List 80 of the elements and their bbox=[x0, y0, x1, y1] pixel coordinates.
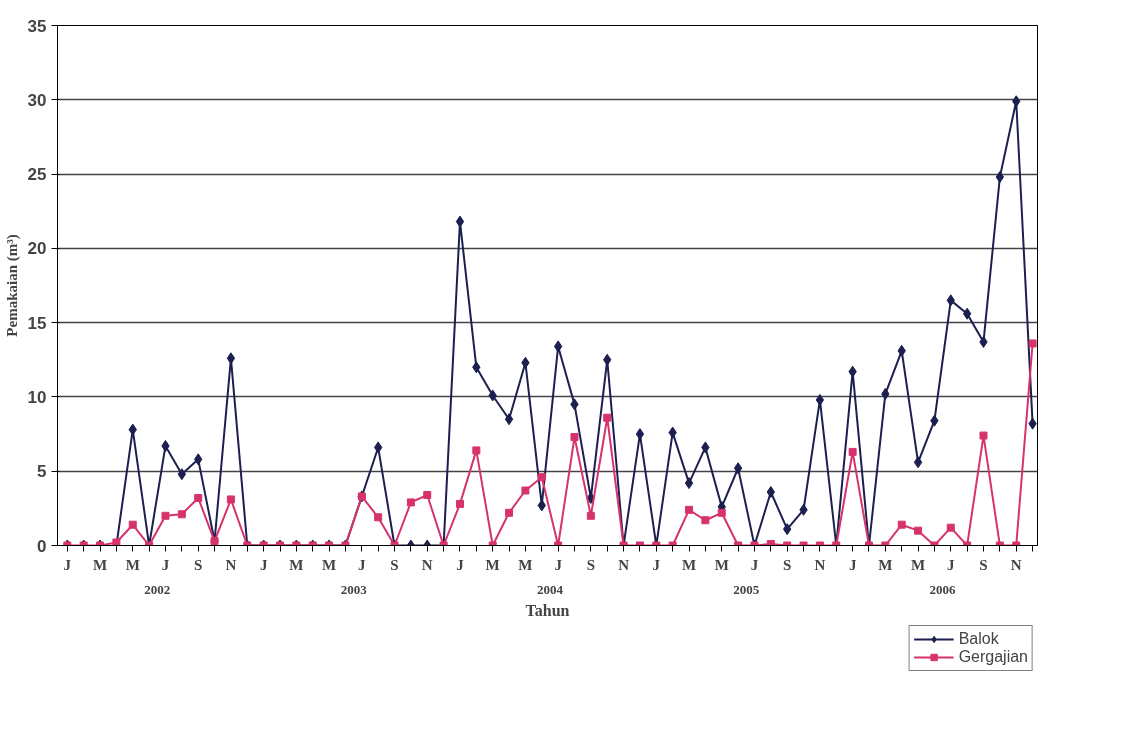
x-tick-label: M bbox=[518, 556, 533, 573]
point bbox=[848, 447, 857, 456]
point bbox=[913, 456, 923, 469]
text: 2004 bbox=[536, 581, 564, 597]
point bbox=[521, 486, 530, 495]
x-tick-label: N bbox=[814, 556, 826, 573]
x-tick-label: J bbox=[63, 556, 72, 573]
point bbox=[685, 505, 694, 514]
x-tick-label: M bbox=[681, 556, 697, 573]
point bbox=[505, 508, 514, 517]
x-tick-label: J bbox=[947, 556, 956, 573]
point bbox=[914, 526, 923, 535]
point bbox=[128, 520, 137, 529]
point bbox=[962, 307, 972, 320]
point bbox=[472, 446, 481, 455]
x-tick-label: N bbox=[421, 556, 433, 573]
y-tick-label: 10 bbox=[27, 387, 47, 407]
point bbox=[684, 477, 694, 490]
point bbox=[586, 511, 595, 520]
x-tick-label: J bbox=[848, 556, 857, 573]
x-tick-label: S bbox=[979, 556, 988, 573]
y-tick-label: 0 bbox=[37, 536, 47, 556]
point bbox=[717, 508, 726, 517]
point bbox=[1028, 339, 1037, 348]
x-tick-label: M bbox=[878, 556, 893, 573]
legend-label: Balok bbox=[958, 630, 999, 648]
point bbox=[995, 171, 1005, 184]
x-tick-label: S bbox=[390, 556, 399, 573]
text: 2003 bbox=[340, 581, 368, 597]
point bbox=[177, 468, 187, 481]
y-axis-title: Pemakaian (m³) bbox=[3, 234, 21, 337]
y-tick-label: 30 bbox=[27, 90, 47, 110]
point bbox=[455, 499, 464, 508]
point bbox=[504, 413, 514, 426]
x-tick-label: J bbox=[358, 556, 367, 573]
point bbox=[406, 498, 415, 507]
x-tick-label: N bbox=[1010, 556, 1022, 573]
point bbox=[946, 523, 955, 532]
y-tick-label: 5 bbox=[37, 462, 47, 482]
y-tick-label: 25 bbox=[27, 165, 47, 185]
x-tick-label: N bbox=[225, 556, 237, 573]
x-tick-label: M bbox=[322, 556, 337, 573]
point bbox=[423, 490, 432, 499]
x-tick-label: M bbox=[92, 556, 108, 573]
text: 2005 bbox=[733, 581, 760, 597]
point bbox=[226, 495, 235, 504]
point bbox=[815, 393, 825, 406]
x-tick-label: S bbox=[194, 556, 203, 573]
x-tick-label: M bbox=[910, 556, 926, 573]
text: 2006 bbox=[929, 581, 957, 597]
y-tick-label: 15 bbox=[27, 313, 47, 333]
x-tick-label: M bbox=[714, 556, 729, 573]
x-tick-label: S bbox=[783, 556, 792, 573]
point bbox=[194, 493, 203, 502]
point bbox=[603, 413, 612, 422]
x-tick-label: S bbox=[586, 556, 596, 573]
point bbox=[979, 431, 988, 440]
x-axis-title: Tahun bbox=[525, 601, 570, 619]
point bbox=[537, 473, 546, 482]
y-tick-label: 20 bbox=[27, 239, 47, 259]
x-tick-label: M bbox=[485, 556, 500, 573]
legend-label: Gergajian bbox=[958, 648, 1028, 666]
x-tick-label: M bbox=[125, 556, 140, 573]
x-tick-label: J bbox=[161, 556, 170, 573]
text: 2002 bbox=[144, 581, 171, 597]
point bbox=[897, 520, 906, 529]
point bbox=[374, 513, 383, 522]
point bbox=[177, 510, 186, 519]
x-tick-label: J bbox=[259, 556, 268, 573]
point bbox=[701, 516, 710, 525]
x-tick-label: J bbox=[456, 556, 465, 573]
point bbox=[570, 433, 579, 442]
y-tick-label: 35 bbox=[27, 16, 47, 36]
x-tick-label: J bbox=[652, 556, 661, 573]
point bbox=[161, 511, 170, 520]
x-tick-label: N bbox=[618, 556, 630, 573]
x-tick-label: M bbox=[289, 556, 304, 573]
x-tick-label: J bbox=[750, 556, 759, 573]
point bbox=[733, 462, 743, 475]
x-tick-label: J bbox=[554, 556, 563, 573]
